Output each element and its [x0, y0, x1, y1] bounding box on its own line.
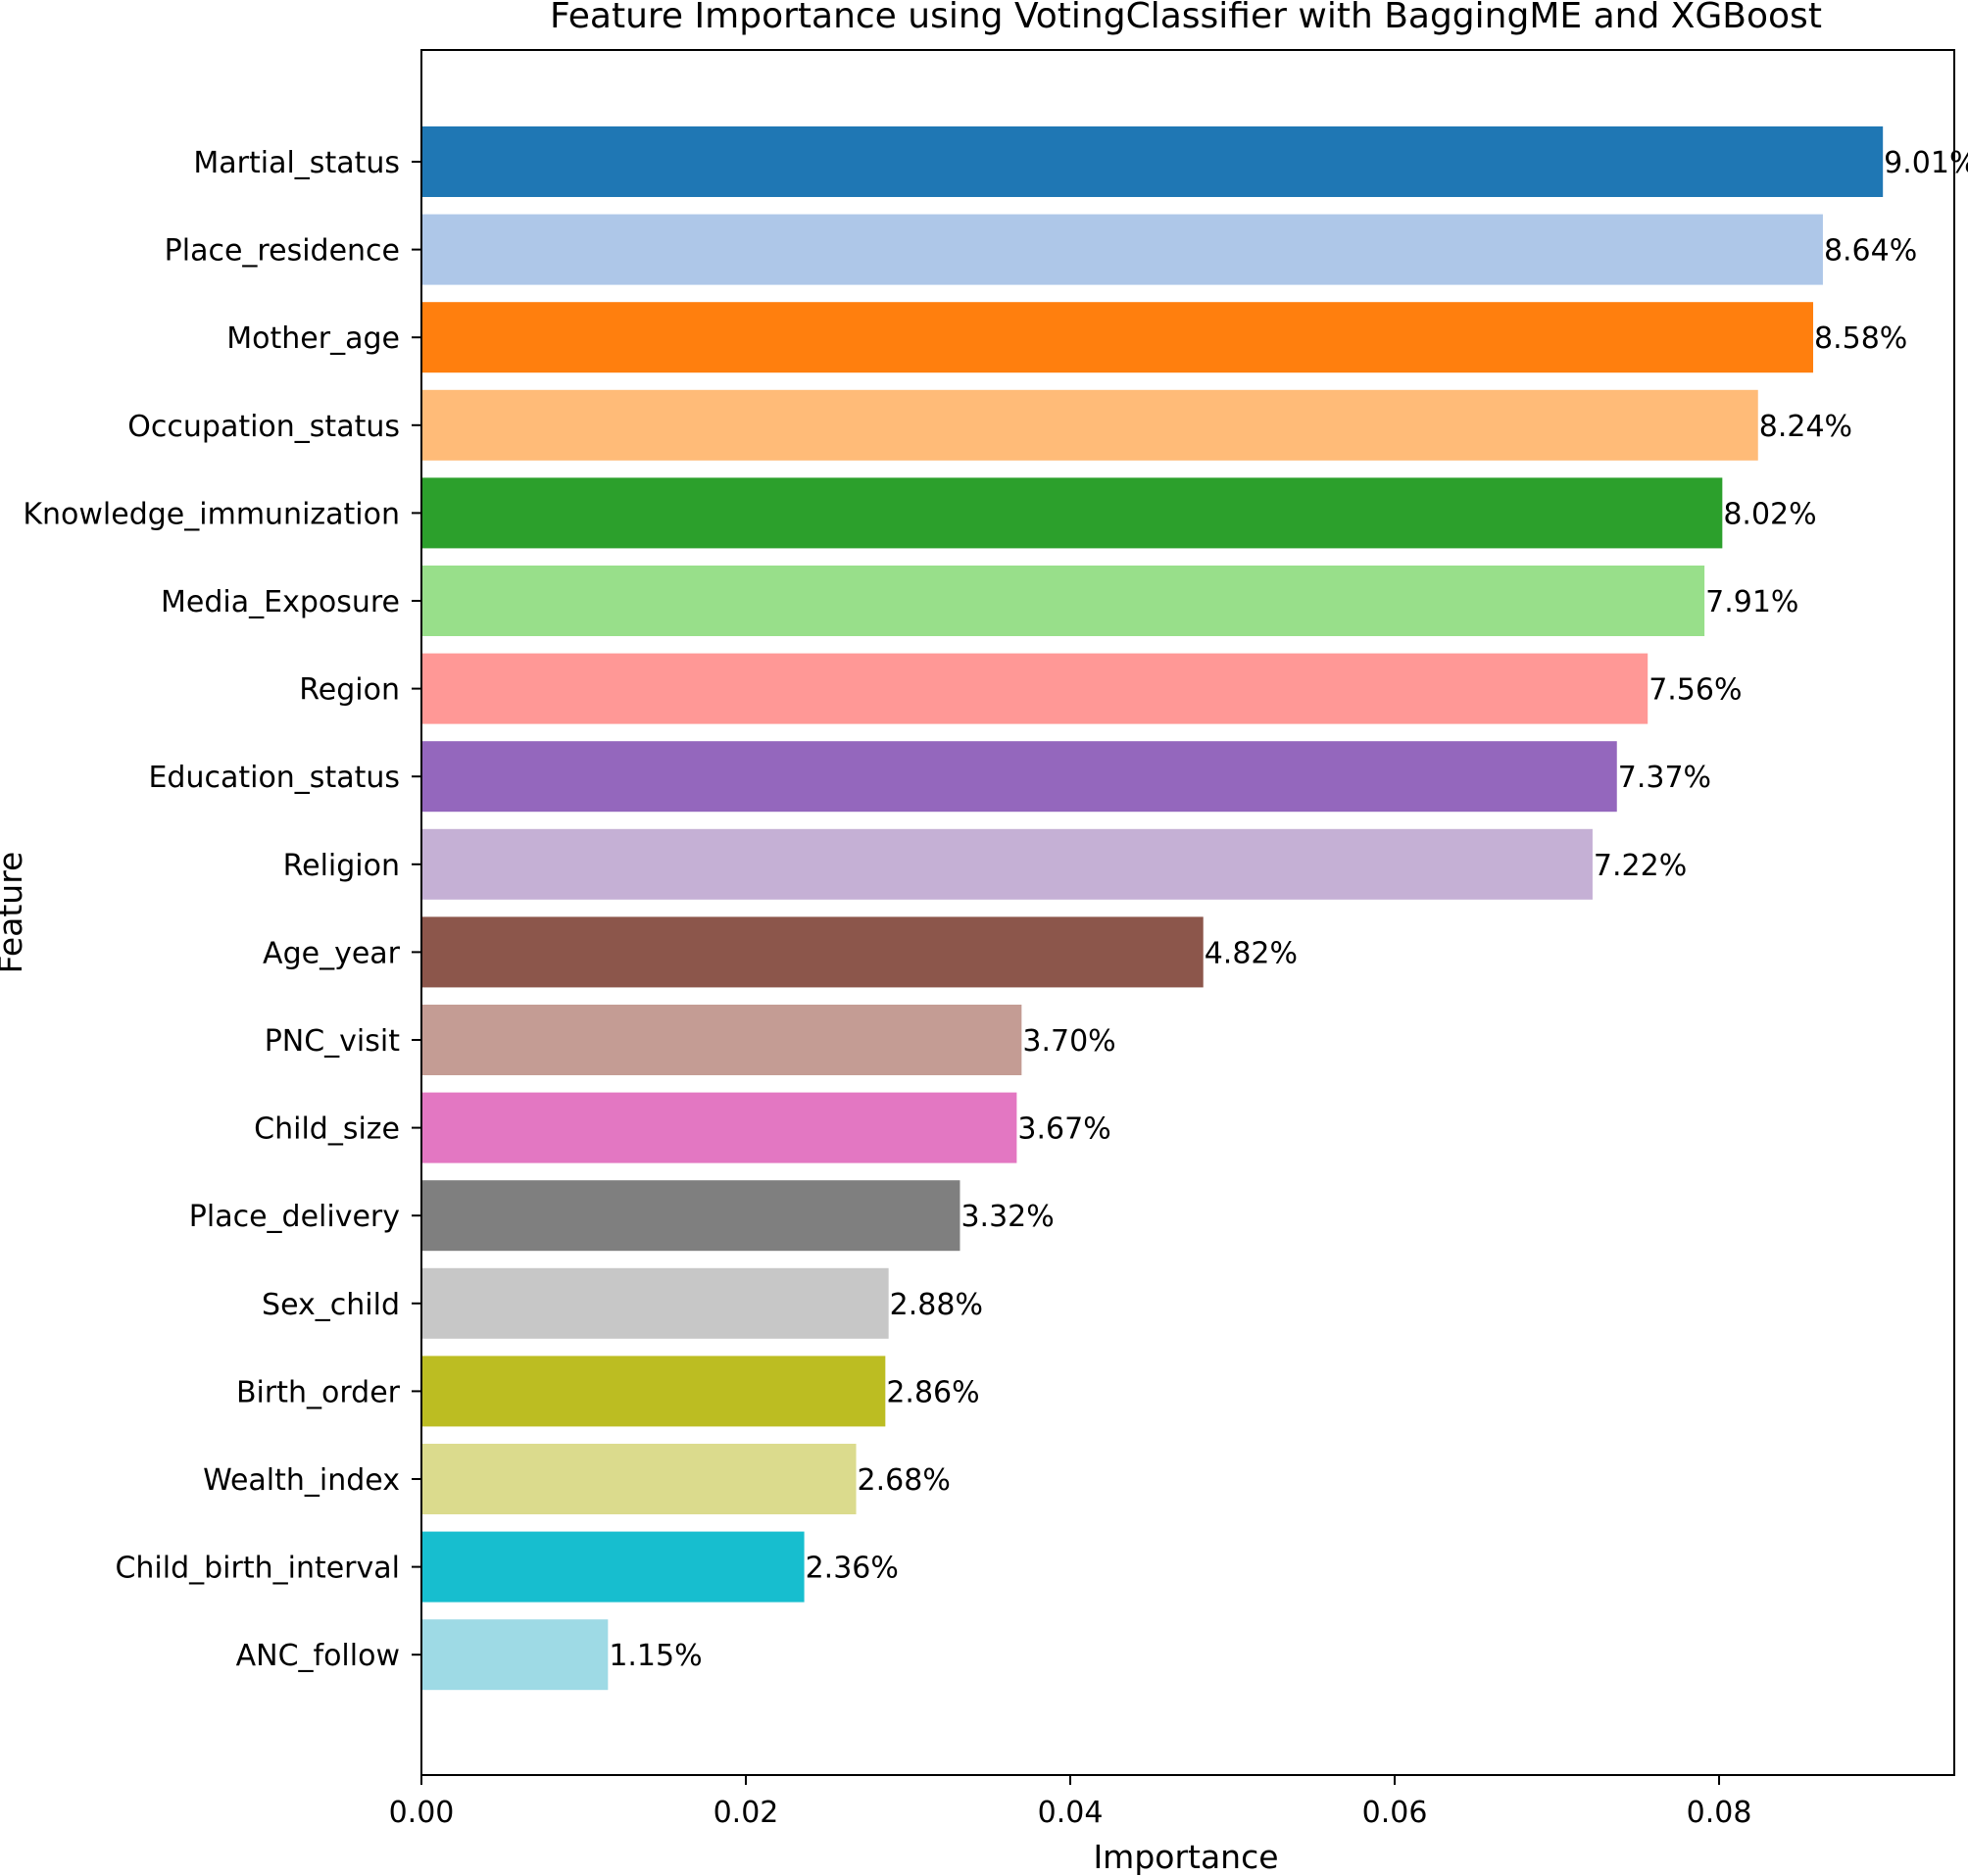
value-label: 8.02%: [1723, 497, 1816, 531]
value-label: 2.86%: [886, 1375, 979, 1409]
value-label: 4.82%: [1205, 936, 1298, 970]
value-label: 7.37%: [1618, 761, 1711, 795]
bar-media-exposure: [421, 566, 1705, 636]
y-tick-label: Place_delivery: [189, 1200, 400, 1234]
y-tick-label: Child_birth_interval: [115, 1552, 400, 1586]
bar-pnc-visit: [421, 1005, 1022, 1075]
bar-occupation-status: [421, 389, 1758, 461]
value-label: 2.68%: [858, 1463, 951, 1498]
value-label: 3.67%: [1017, 1112, 1110, 1147]
bar-martial-status: [421, 126, 1884, 197]
bar-birth-order: [421, 1356, 886, 1427]
bars-layer: [421, 126, 1884, 1691]
x-tick-label: 0.04: [1038, 1796, 1104, 1830]
y-tick-label: Martial_status: [193, 146, 400, 180]
x-tick-label: 0.06: [1362, 1796, 1428, 1830]
bar-wealth-index: [421, 1444, 857, 1514]
y-tick-label: Region: [299, 673, 400, 708]
value-label: 3.70%: [1022, 1024, 1115, 1059]
y-tick-label: Knowledge_immunization: [23, 497, 400, 531]
value-label: 8.58%: [1814, 321, 1907, 356]
y-tick-label: Birth_order: [236, 1375, 401, 1409]
value-label: 8.24%: [1759, 410, 1852, 444]
value-label: 3.32%: [960, 1200, 1054, 1234]
x-tick-label: 0.02: [713, 1796, 779, 1830]
y-tick-label: Child_size: [254, 1112, 400, 1147]
bar-anc-follow: [421, 1619, 609, 1691]
x-tick-label: 0.08: [1687, 1796, 1752, 1830]
bar-place-residence: [421, 214, 1823, 285]
y-tick-label: Occupation_status: [127, 410, 400, 444]
y-tick-label: Sex_child: [262, 1288, 400, 1322]
bar-child-size: [421, 1092, 1017, 1163]
y-tick-label: Age_year: [263, 936, 401, 970]
value-label: 9.01%: [1884, 146, 1968, 180]
bar-mother-age: [421, 302, 1814, 373]
y-tick-label: Media_Exposure: [161, 585, 400, 619]
value-label: 1.15%: [609, 1639, 702, 1673]
x-axis-label: Importance: [1093, 1838, 1278, 1876]
bar-knowledge-immunization: [421, 477, 1723, 549]
y-tick-label: Mother_age: [226, 321, 400, 356]
bar-education-status: [421, 741, 1617, 813]
bar-sex-child: [421, 1267, 889, 1339]
bar-child-birth-interval: [421, 1531, 805, 1603]
bar-age-year: [421, 916, 1204, 988]
y-tick-labels: Martial_status Place_residence Mother_age O…: [23, 146, 421, 1673]
value-label: 7.22%: [1594, 849, 1687, 883]
y-tick-label: Education_status: [148, 761, 400, 795]
y-tick-label: Wealth_index: [203, 1463, 400, 1498]
value-label: 7.91%: [1705, 585, 1798, 619]
value-label: 8.64%: [1824, 234, 1917, 269]
y-tick-label: Religion: [283, 849, 400, 883]
plot-frame: [420, 49, 1955, 1776]
y-tick-label: PNC_visit: [265, 1024, 401, 1059]
value-label: 2.36%: [806, 1552, 899, 1586]
bar-religion: [421, 828, 1593, 900]
y-tick-label: ANC_follow: [236, 1639, 400, 1673]
value-label: 7.56%: [1648, 673, 1742, 708]
chart-title: Feature Importance using VotingClassifie…: [550, 0, 1822, 36]
value-label: 2.88%: [890, 1288, 983, 1322]
x-axis-ticks: 0.00 0.02 0.04 0.06 0.08: [389, 1775, 1752, 1830]
bar-place-delivery: [421, 1180, 960, 1252]
y-tick-label: Place_residence: [165, 234, 400, 269]
y-axis-label: Feature: [0, 852, 29, 974]
bar-region: [421, 653, 1648, 724]
value-labels: 9.01% 8.64% 8.58% 8.24% 8.02% 7.91% 7.56% 7.37%…: [609, 146, 1968, 1673]
x-tick-label: 0.00: [389, 1796, 455, 1830]
